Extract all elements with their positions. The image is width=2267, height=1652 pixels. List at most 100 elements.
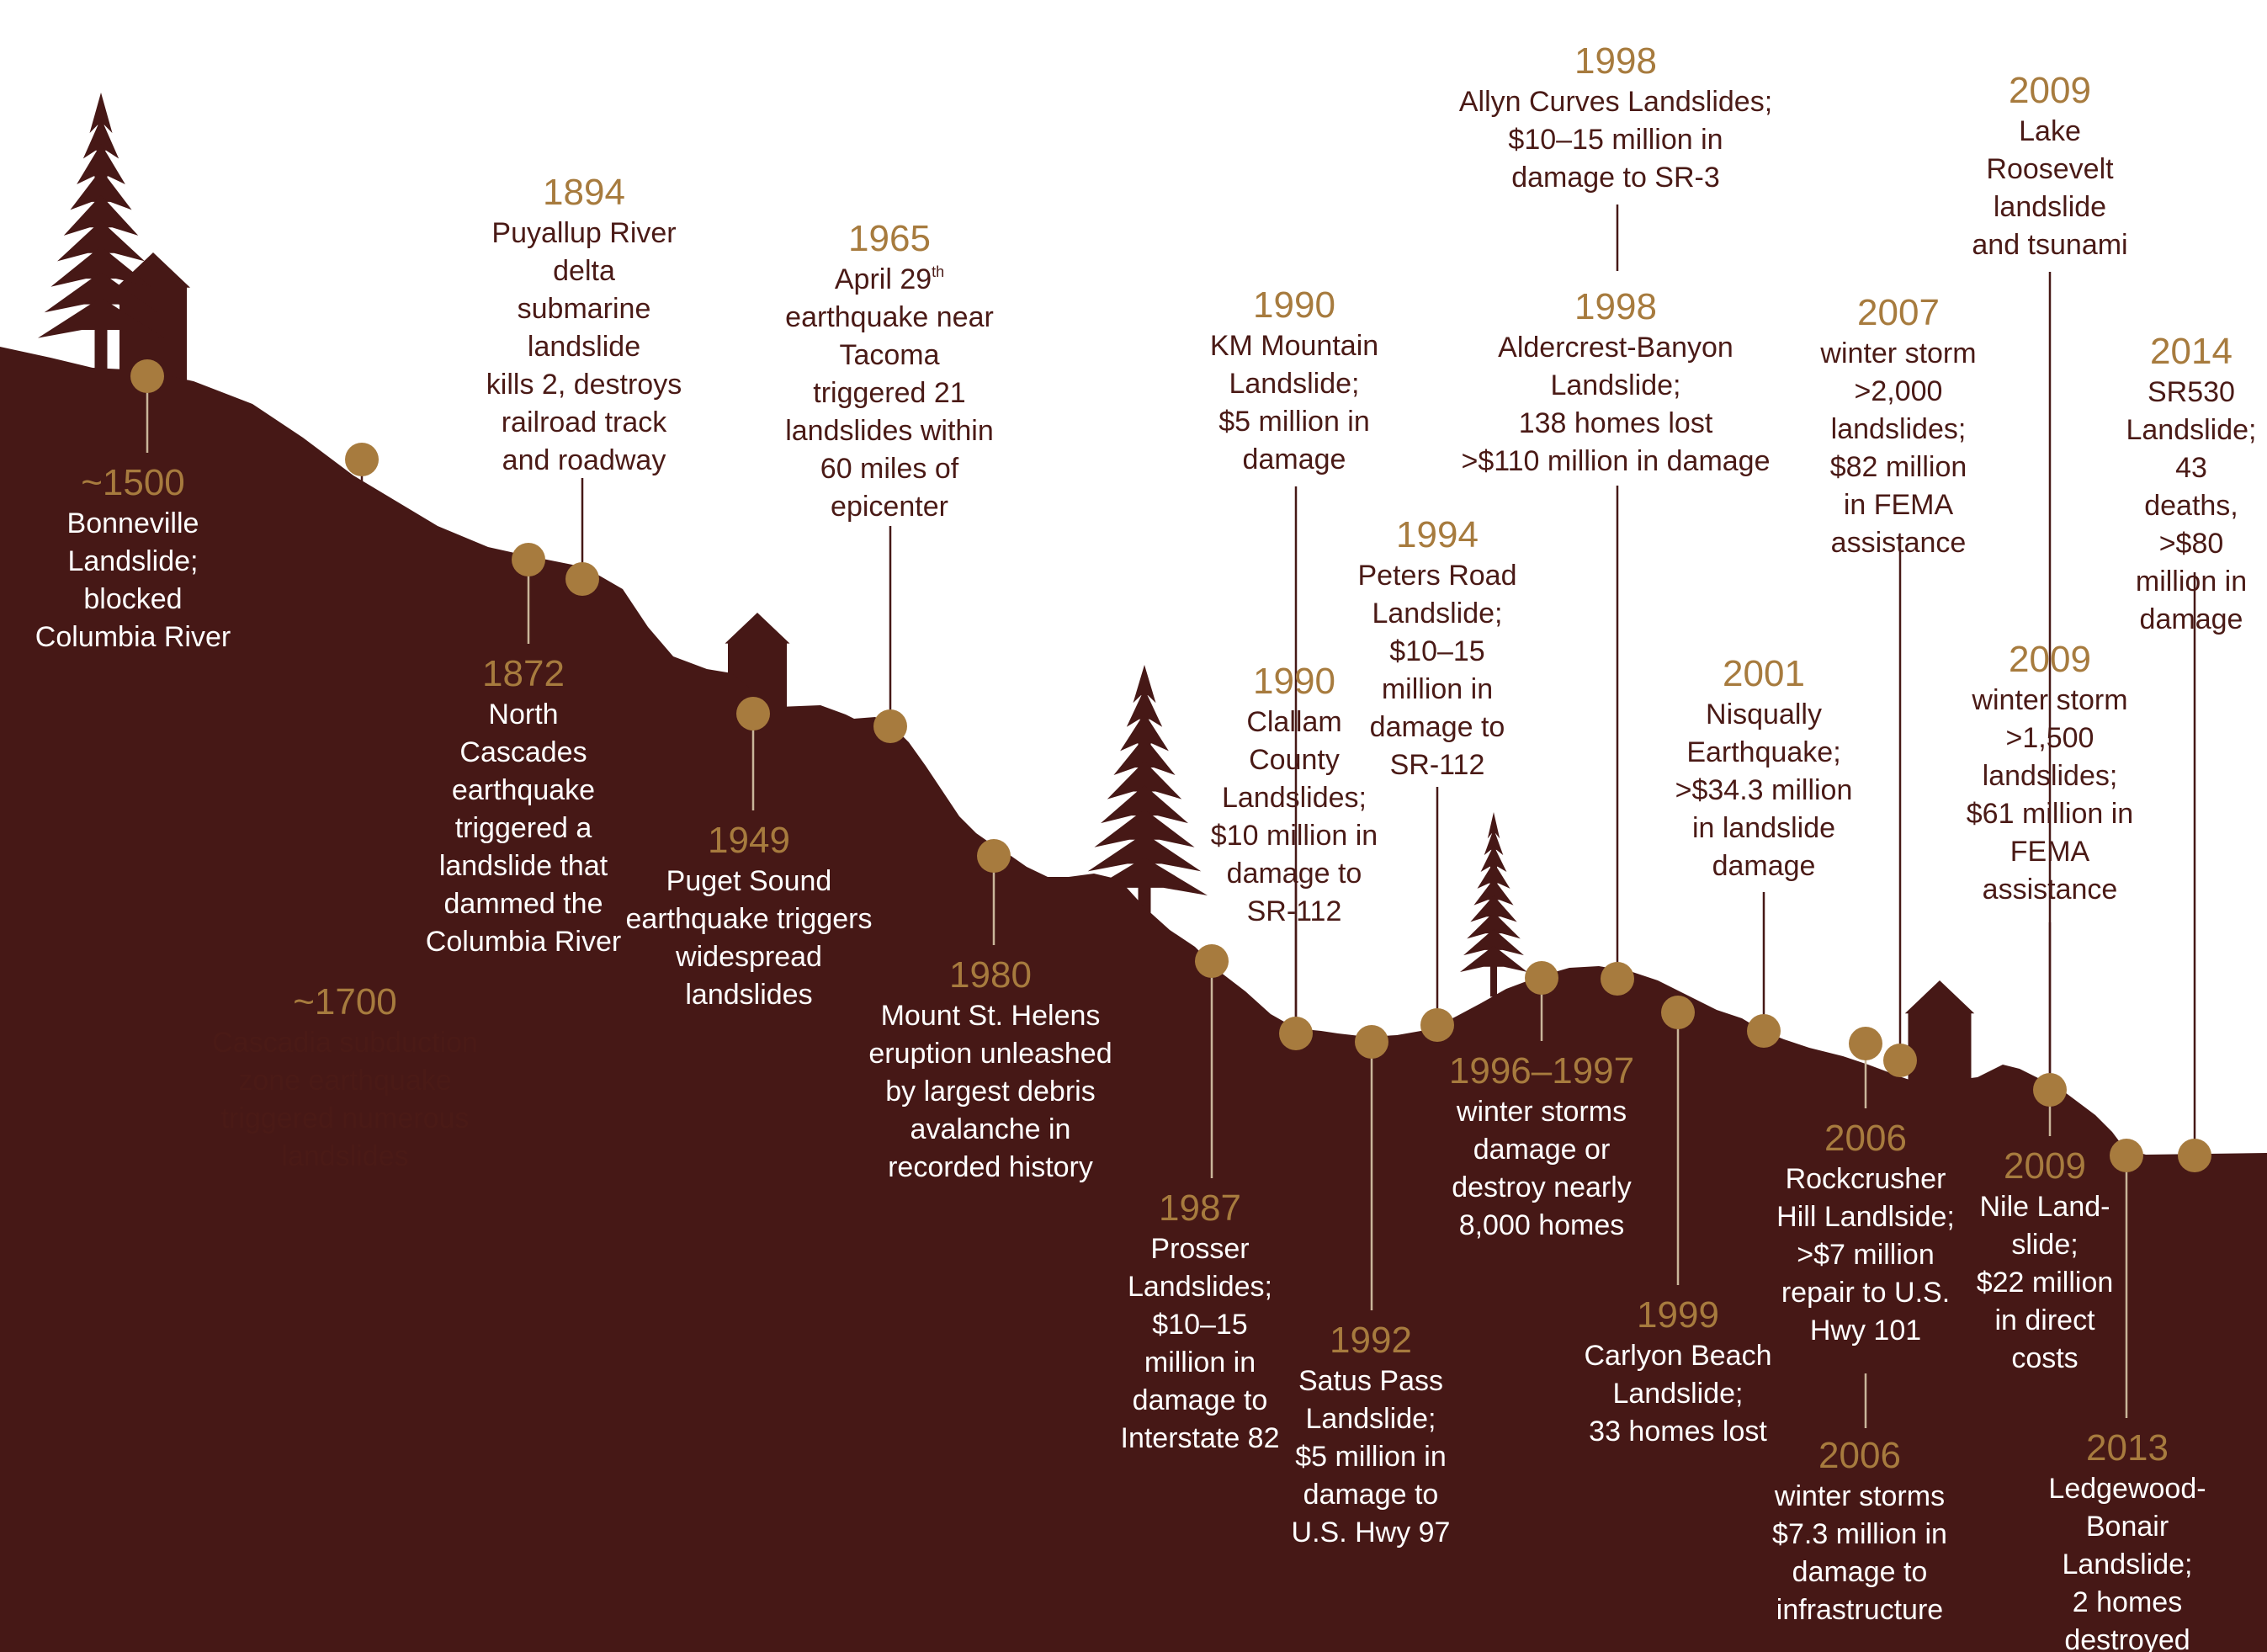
event-description-line: Tacoma	[839, 339, 940, 371]
event-year: 1994	[1396, 514, 1479, 555]
event-description-line: Hwy 101	[1809, 1315, 1922, 1347]
event-marker-e2013	[2110, 1139, 2143, 1172]
event-label-e1987: 1987 Prosser Landslides; $10–15 million in da…	[1120, 1187, 1279, 1458]
event-description-line: $10–15	[1152, 1309, 1248, 1341]
event-year: 2009	[2004, 1145, 2086, 1187]
event-description-line: Prosser	[1150, 1233, 1250, 1265]
event-description: Allyn Curves Landslides; $10–15 million i…	[1459, 83, 1772, 197]
event-description-line: Landslide;	[1305, 1403, 1436, 1435]
event-marker-e1894	[565, 562, 599, 596]
event-description-line: damage to	[1369, 711, 1505, 743]
event-description-line: landslide	[1993, 191, 2107, 223]
event-description-line: Puget Sound	[666, 865, 832, 897]
event-description-line: >$34.3 million	[1675, 774, 1853, 806]
event-year: 1987	[1159, 1187, 1241, 1229]
event-description-line: damage	[1712, 850, 1816, 882]
event-description: Aldercrest-Banyon Landslide; 138 homes los…	[1462, 329, 1771, 481]
event-description-line: damage	[2139, 603, 2243, 635]
event-description-line: 60 miles of	[820, 453, 959, 485]
event-description-line: damage to	[1792, 1556, 1928, 1588]
event-year: 1992	[1330, 1320, 1412, 1361]
event-description: Nisqually Earthquake; >$34.3 million in lan…	[1675, 696, 1853, 885]
event-description: Clallam County Landslides; $10 million in da…	[1211, 704, 1378, 931]
event-description-line: U.S. Hwy 97	[1291, 1517, 1451, 1548]
event-description-line: widespread	[676, 941, 822, 973]
event-year: 1894	[543, 172, 625, 213]
event-description-line: Hill Landlside;	[1776, 1201, 1955, 1233]
event-description-line: FEMA	[2010, 836, 2090, 868]
event-description-line: destroy nearly	[1452, 1171, 1632, 1203]
event-description-line: and tsunami	[1972, 229, 2128, 261]
event-description-line: SR-112	[1246, 895, 1342, 927]
event-description-line: Landslides;	[1127, 1271, 1273, 1303]
event-description-line: damage to	[1303, 1479, 1439, 1511]
event-year: 2009	[2009, 639, 2091, 680]
event-year: 2007	[1857, 292, 1940, 333]
event-description-line: Rockcrusher	[1785, 1163, 1946, 1195]
event-description: winter storms $7.3 million in damage to inf…	[1772, 1478, 1947, 1629]
event-description-line: earthquake	[451, 774, 596, 806]
event-description-line: North	[488, 699, 559, 730]
event-description-line: epicenter	[831, 491, 948, 523]
event-description: Rockcrusher Hill Landlside; >$7 million rep…	[1776, 1161, 1955, 1350]
event-description-line: in direct	[1994, 1304, 2095, 1336]
event-description: winter storm >1,500 landslides; $61 million…	[1967, 682, 2133, 909]
event-label-e1872: 1872 North Cascades earthquake triggered a la…	[426, 652, 621, 961]
event-description-line: in FEMA	[1843, 489, 1954, 521]
event-year: 2013	[2086, 1427, 2169, 1469]
event-description-line: landslide that	[438, 850, 608, 882]
event-marker-e1996	[1525, 961, 1558, 995]
event-description-line: earthquake triggers	[625, 903, 873, 935]
event-description-line: $82 million	[1829, 451, 1967, 483]
event-description: Puyallup River delta submarine landslide kil…	[486, 215, 682, 480]
event-description-line: Ledgewood-Bonair	[2048, 1473, 2206, 1543]
event-description-line: $10–15	[1389, 635, 1485, 667]
event-description-line: $5 million in	[1218, 406, 1370, 438]
event-marker-e1987	[1195, 944, 1229, 978]
event-label-e1992: 1992 Satus Pass Landslide; $5 million in dam…	[1292, 1319, 1451, 1552]
event-label-e2001: 2001 Nisqually Earthquake; >$34.3 million in…	[1675, 652, 1853, 885]
event-description: Cascadia subduction zone earthquake trigge…	[212, 1024, 478, 1176]
event-label-e1980: 1980 Mount St. Helens eruption unleashed by…	[868, 953, 1112, 1187]
event-year: 1990	[1253, 284, 1335, 326]
event-description-line: 43 deaths,	[2144, 452, 2238, 522]
event-year: 1872	[482, 653, 565, 694]
event-label-e2006a: 2006 Rockcrusher Hill Landlside; >$7 millio…	[1776, 1117, 1955, 1350]
event-description-line: Landslide;	[1612, 1378, 1744, 1410]
event-label-e1500: ~1500 Bonneville Landslide; blocked Columbia…	[35, 461, 231, 656]
event-description: Prosser Landslides; $10–15 million in damage…	[1120, 1230, 1279, 1458]
event-description-line: County	[1249, 744, 1340, 776]
event-description-line: recorded history	[888, 1151, 1093, 1183]
event-year: ~1700	[293, 981, 397, 1023]
event-description-line: Peters Road	[1357, 560, 1517, 592]
event-year: 2009	[2009, 70, 2091, 111]
event-description-line: damage to	[1132, 1384, 1268, 1416]
event-marker-e1992	[1355, 1025, 1388, 1059]
event-description-line: eruption unleashed	[868, 1038, 1112, 1070]
event-label-e1999: 1999 Carlyon Beach Landslide; 33 homes lost	[1584, 1293, 1771, 1451]
event-label-e2014: 2014 SR530 Landslide; 43 deaths, >$80 million…	[2126, 330, 2256, 639]
event-description: Mount St. Helens eruption unleashed by lar…	[868, 997, 1112, 1187]
event-description-line: zone earthquake	[238, 1065, 452, 1097]
event-label-e1965: 1965 April 29th earthquake near Tacoma trigg…	[785, 217, 994, 526]
event-description-line: by largest debris	[885, 1076, 1096, 1108]
event-description-line: 33 homes lost	[1589, 1416, 1767, 1447]
event-label-e2009c: 2009 Nile Land-slide; $22 million in direct…	[1977, 1145, 2114, 1378]
terrain-silhouette	[0, 347, 2267, 1652]
event-marker-e1999	[1661, 996, 1695, 1029]
event-markers	[130, 359, 2211, 1172]
event-description-line: avalanche in	[910, 1113, 1071, 1145]
event-label-e2009b: 2009 winter storm >1,500 landslides; $61 mil…	[1967, 638, 2133, 909]
event-description-line: 138 homes lost	[1518, 407, 1713, 439]
event-description-line: $10–15 million in	[1508, 124, 1723, 156]
event-description-line: Carlyon Beach	[1584, 1340, 1772, 1372]
event-marker-e1965	[873, 709, 907, 743]
event-description: winter storms damage or destroy nearly 8,00…	[1449, 1093, 1634, 1245]
event-description-line: Nile Land-	[1979, 1191, 2110, 1223]
event-description-line: landslides within	[785, 415, 994, 447]
event-label-e2006b: 2006 winter storms $7.3 million in damage t…	[1772, 1434, 1947, 1629]
event-description-line: 2 homes destroyed	[2064, 1586, 2190, 1652]
event-description: Puget Sound earthquake triggers widespread…	[626, 863, 873, 1014]
event-marker-e2009a	[2033, 1073, 2067, 1107]
event-label-e1990b: 1990 Clallam County Landslides; $10 million …	[1211, 660, 1378, 931]
